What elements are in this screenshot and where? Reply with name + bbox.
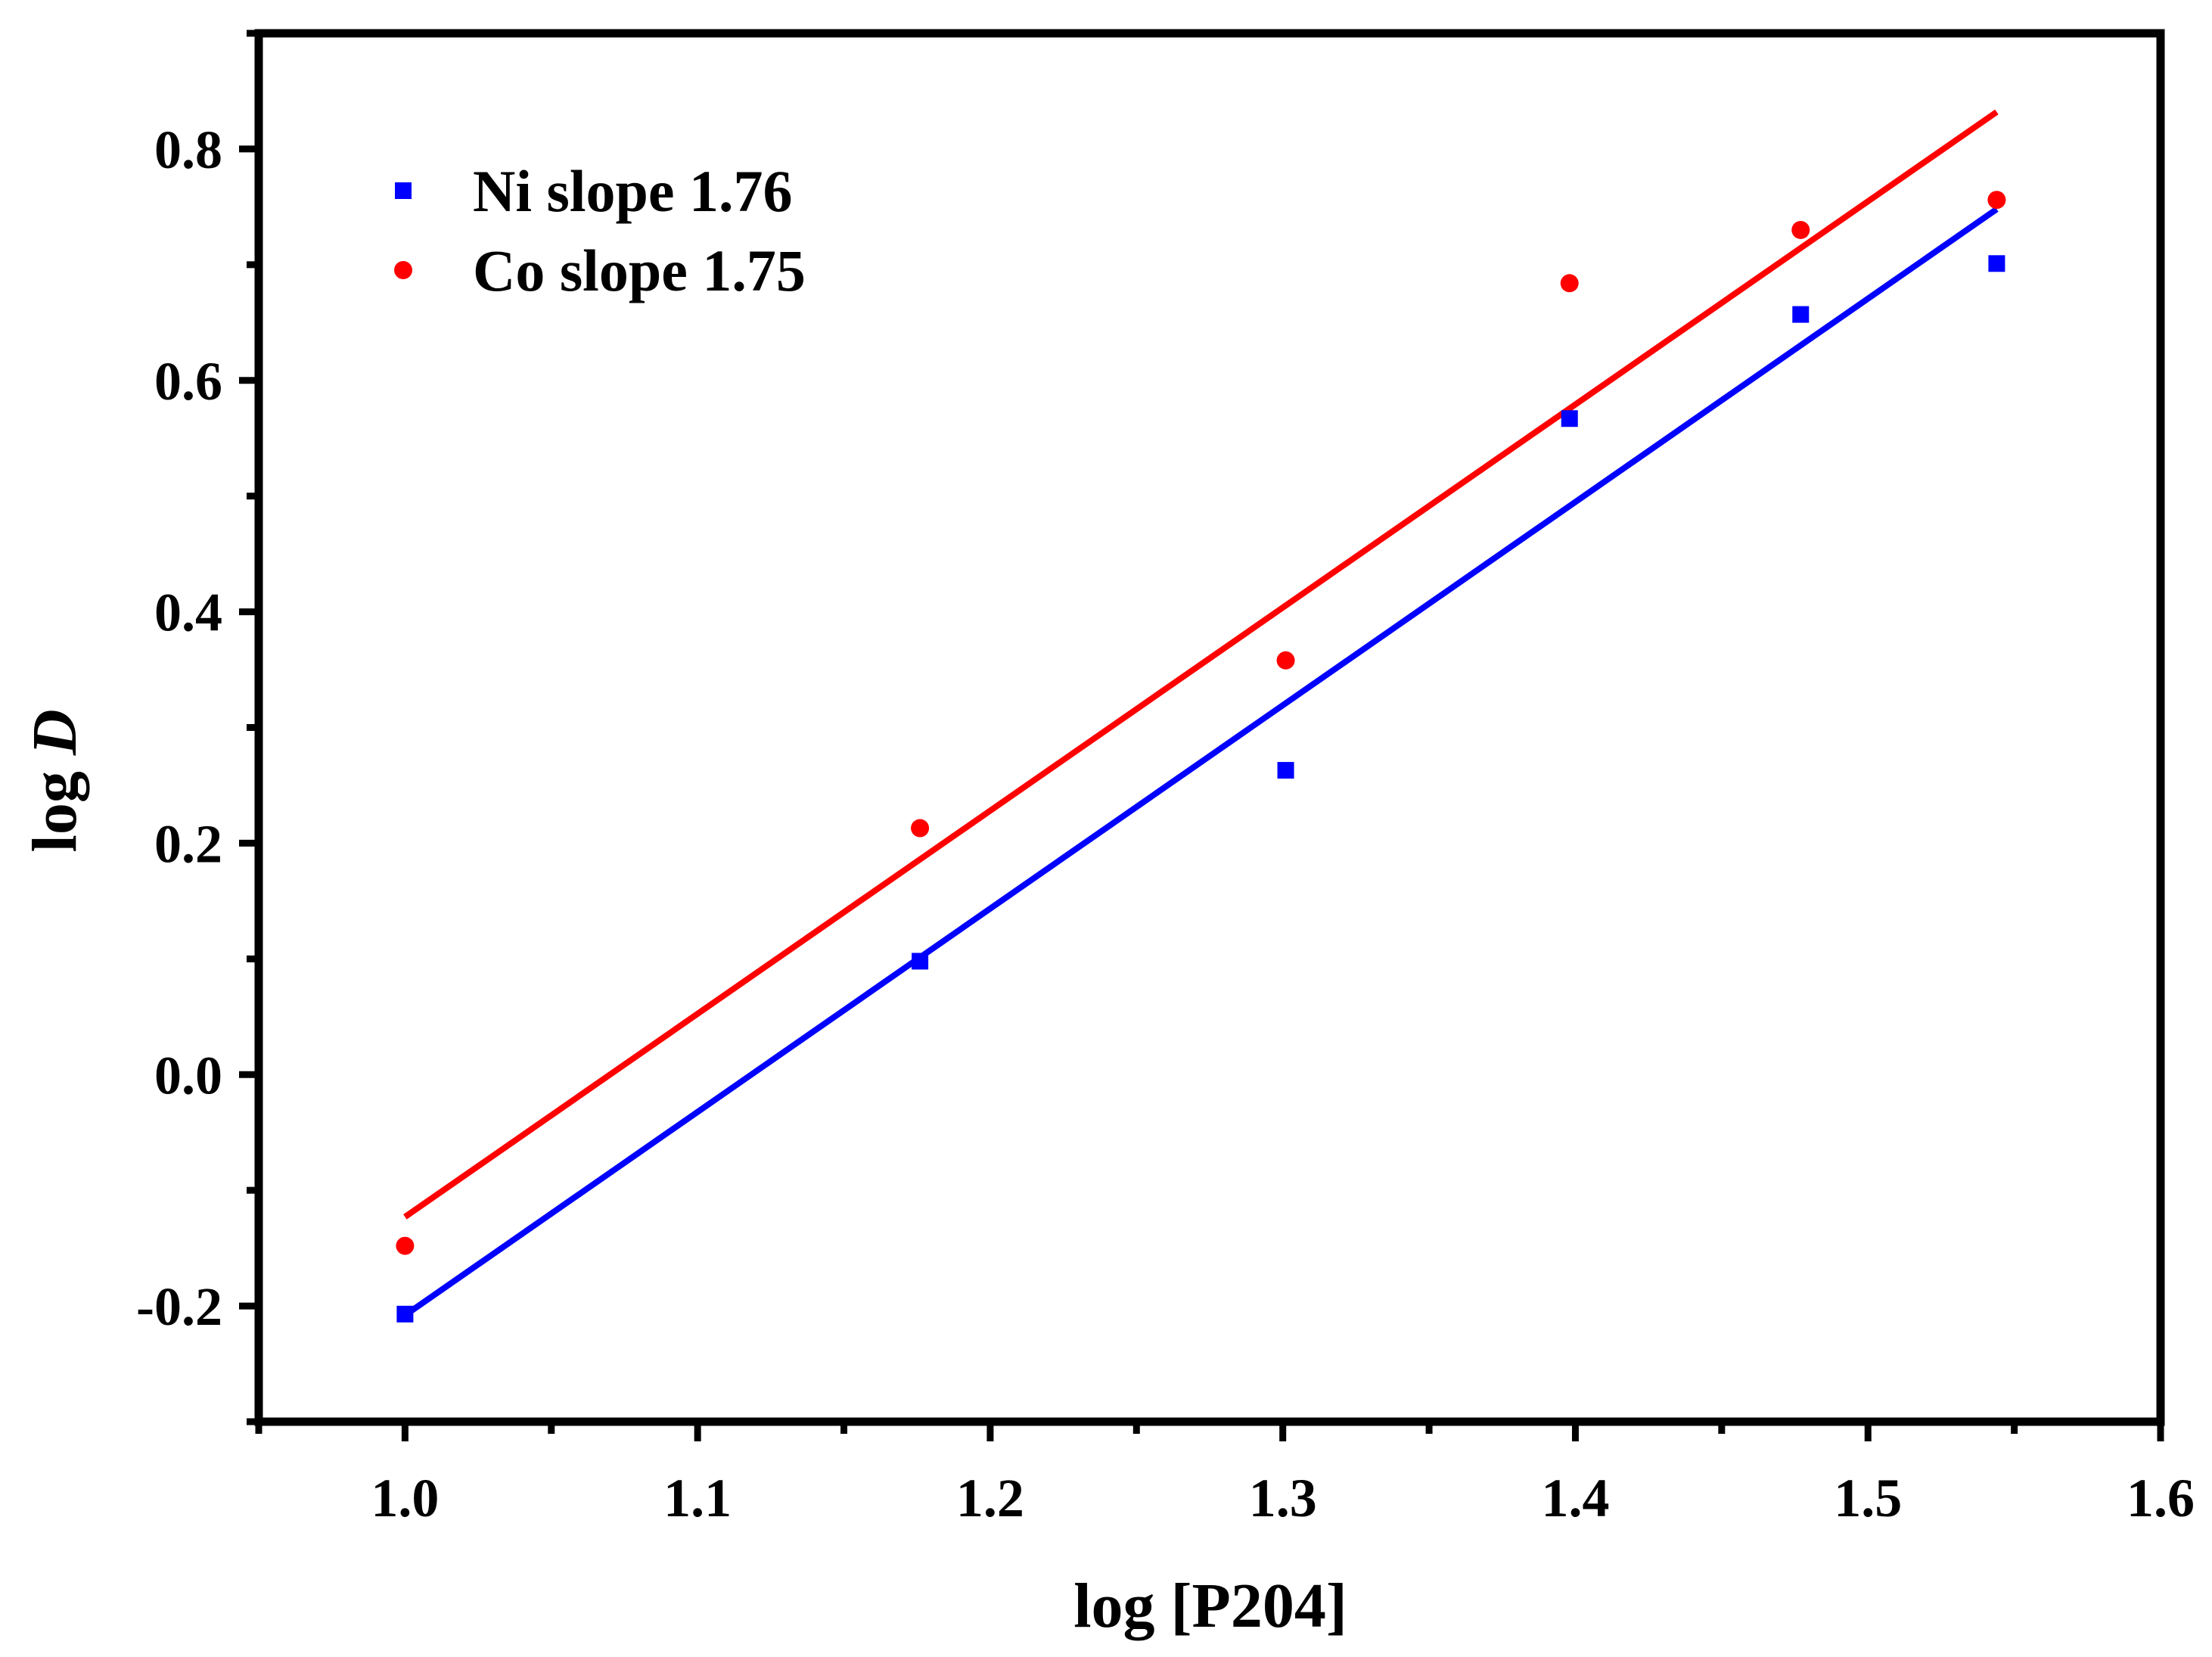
ni-data-point — [396, 1305, 414, 1323]
legend-label: Ni slope 1.76 — [473, 158, 793, 224]
y-tick-label: 0.2 — [154, 813, 222, 874]
ni-data-point — [1561, 410, 1578, 427]
x-axis-title: log [P204] — [1073, 1571, 1347, 1641]
co-data-point — [1276, 651, 1295, 670]
legend-marker-ni — [395, 182, 412, 199]
co-data-point — [1791, 220, 1810, 239]
fit-line-co — [403, 109, 1999, 1220]
x-tick-label: 1.3 — [1249, 1468, 1317, 1528]
x-tick-label: 1.6 — [2127, 1468, 2195, 1528]
x-tick-label: 1.2 — [956, 1468, 1024, 1528]
y-tick-label: 0.0 — [154, 1045, 222, 1105]
y-tick-label: 0.4 — [154, 583, 222, 643]
data-points — [396, 191, 2006, 1323]
x-tick-label: 1.5 — [1834, 1468, 1902, 1528]
co-data-point — [911, 819, 930, 838]
legend: Ni slope 1.76 Co slope 1.75 — [394, 158, 806, 303]
y-axis-title-variable: D — [20, 709, 90, 756]
y-tick-label: 0.8 — [154, 120, 222, 180]
legend-label: Co slope 1.75 — [473, 238, 806, 303]
x-axis: 1.0 1.1 1.2 1.3 1.4 1.5 1.6 — [255, 1422, 2195, 1528]
legend-marker-co — [394, 261, 412, 279]
ni-data-point — [912, 953, 929, 970]
y-axis: -0.2 0.0 0.2 0.4 0.6 0.8 — [136, 30, 259, 1425]
ni-data-point — [1988, 255, 2005, 272]
x-tick-label: 1.4 — [1541, 1468, 1609, 1528]
fit-line-ni — [403, 207, 1999, 1318]
x-tick-label: 1.1 — [663, 1468, 732, 1528]
co-data-point — [1987, 191, 2006, 210]
y-tick-label: -0.2 — [136, 1276, 222, 1337]
co-data-point — [396, 1236, 415, 1255]
y-tick-label: 0.6 — [154, 351, 222, 412]
ni-data-point — [1277, 762, 1294, 779]
ni-data-point — [1792, 306, 1810, 323]
x-tick-label: 1.0 — [371, 1468, 439, 1528]
co-data-point — [1560, 274, 1579, 293]
fit-lines — [403, 109, 1999, 1318]
y-axis-title: log D — [20, 709, 90, 852]
y-axis-title-prefix: log — [20, 755, 90, 852]
